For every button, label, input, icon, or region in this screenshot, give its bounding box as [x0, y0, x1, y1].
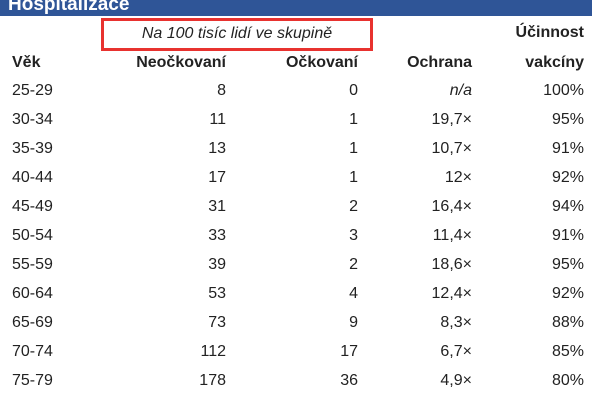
cell: 95% — [551, 111, 584, 128]
cell: 33 — [208, 227, 226, 244]
cell: 75-79 — [12, 372, 53, 389]
cell: 2 — [349, 198, 358, 215]
cell: 70-74 — [12, 343, 53, 360]
cell: 178 — [199, 372, 226, 389]
cell: 80% — [551, 372, 584, 389]
cell: 30-34 — [12, 111, 53, 128]
cell: 0 — [349, 82, 358, 99]
title: Hospitalizace — [8, 0, 130, 15]
column-header: Očkovaní — [285, 54, 358, 71]
cell: 12,4× — [431, 285, 472, 302]
cell: 11,4× — [432, 227, 472, 244]
column-header: Věk — [12, 54, 41, 71]
column-header: Ochrana — [407, 54, 472, 71]
note-box: Na 100 tisíc lidí ve skupině — [101, 18, 373, 51]
cell: 39 — [208, 256, 226, 273]
cell: 9 — [349, 314, 358, 331]
cell: 40-44 — [12, 169, 53, 186]
cell: 2 — [349, 256, 358, 273]
cell: 91% — [551, 227, 584, 244]
column-header: vakcíny — [525, 54, 584, 71]
cell: 25-29 — [12, 82, 53, 99]
cell: 100% — [543, 82, 584, 99]
cell: 1 — [349, 140, 358, 157]
cell: 95% — [551, 256, 584, 273]
cell: 31 — [208, 198, 226, 215]
cell: 11 — [209, 111, 226, 128]
cell: 18,6× — [431, 256, 472, 273]
cell: 94% — [551, 198, 584, 215]
cell: 36 — [340, 372, 358, 389]
cell: 35-39 — [12, 140, 53, 157]
column-header: Neočkovaní — [136, 54, 226, 71]
cell: 92% — [551, 169, 584, 186]
cell: 50-54 — [12, 227, 53, 244]
cell: 53 — [208, 285, 226, 302]
cell: 92% — [551, 285, 584, 302]
cell: 12× — [444, 169, 472, 186]
cell: 16,4× — [431, 198, 472, 215]
cell: 1 — [349, 111, 358, 128]
cell: 8,3× — [440, 314, 472, 331]
cell: 8 — [217, 82, 226, 99]
cell: 3 — [349, 227, 358, 244]
cell: 65-69 — [12, 314, 53, 331]
cell: 91% — [551, 140, 584, 157]
cell: 88% — [551, 314, 584, 331]
cell: 19,7× — [431, 111, 472, 128]
cell: 112 — [200, 343, 226, 360]
cell: 4,9× — [440, 372, 472, 389]
cell: 73 — [208, 314, 226, 331]
cell: 13 — [208, 140, 226, 157]
cell: 6,7× — [440, 343, 472, 360]
cell: n/a — [449, 82, 472, 99]
cell: 85% — [551, 343, 584, 360]
title-bar: Hospitalizace — [0, 0, 592, 16]
cell: 10,7× — [431, 140, 472, 157]
cell: 17 — [340, 343, 358, 360]
cell: 17 — [208, 169, 226, 186]
cell: 60-64 — [12, 285, 53, 302]
cell: 4 — [349, 285, 358, 302]
cell: 45-49 — [12, 198, 53, 215]
note: Na 100 tisíc lidí ve skupině — [141, 25, 333, 42]
column-header: Účinnost — [515, 24, 584, 41]
cell: 55-59 — [12, 256, 53, 273]
cell: 1 — [349, 169, 358, 186]
